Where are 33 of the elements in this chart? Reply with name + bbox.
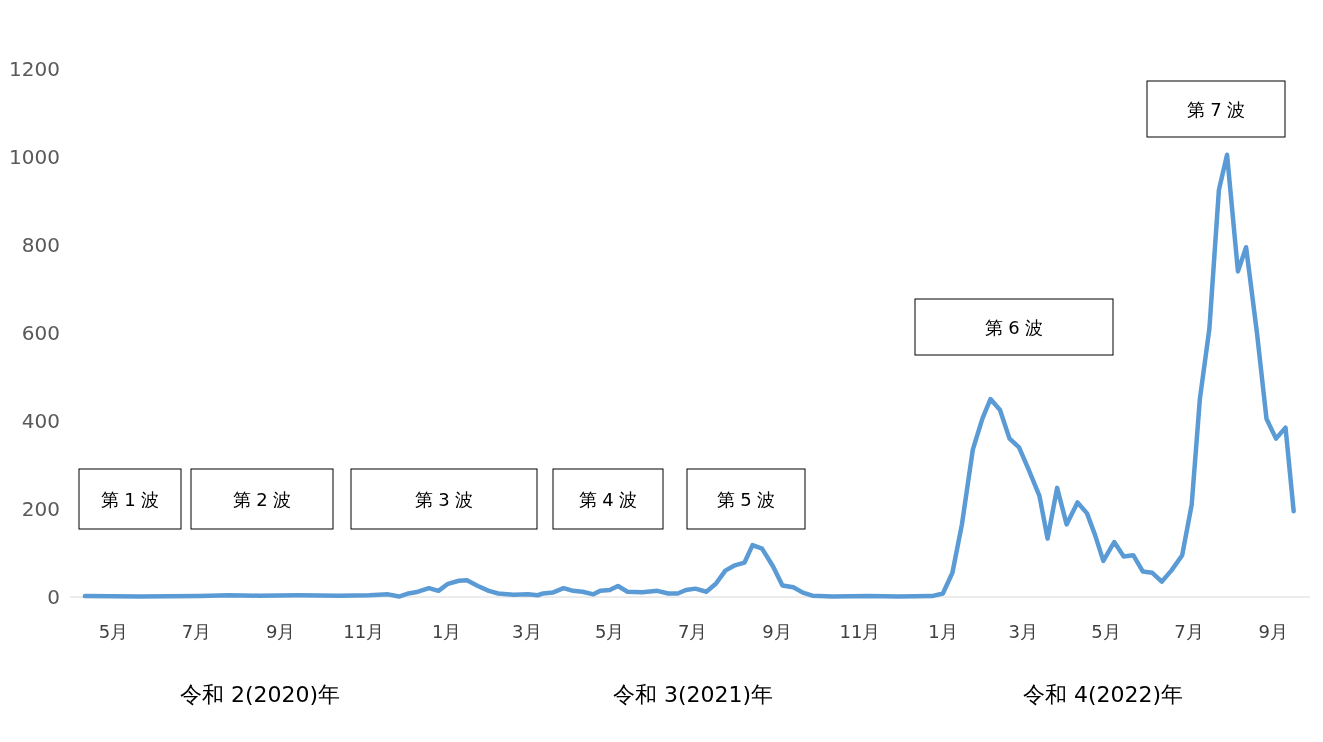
x-tick-label: 3月	[1008, 621, 1038, 642]
x-tick-label: 5月	[98, 621, 129, 642]
annotation: 第 3 波	[414, 489, 474, 510]
line-series	[82, 152, 1296, 599]
x-tick-label: 3月	[512, 621, 542, 642]
annotation: 第 1 波	[100, 489, 160, 510]
x-tick-label: 7月	[677, 621, 708, 642]
annotation: 第 5 波	[716, 489, 776, 510]
x-tick-label: 9月	[266, 621, 296, 642]
x-tick-label: 11月	[839, 621, 881, 642]
x-tick-label: 5月	[1091, 621, 1121, 642]
x-tick-label: 11月	[343, 621, 385, 642]
annotation: 第 7 波	[1186, 99, 1246, 120]
annotation: 第 6 波	[984, 317, 1044, 338]
y-tick-label: 0	[47, 585, 60, 609]
y-tick-label: 200	[21, 497, 60, 521]
x-tick-label: 9月	[1258, 621, 1289, 642]
x-tick-label: 1月	[431, 621, 462, 642]
x-tick-label: 7月	[1174, 621, 1204, 642]
y-tick-label: 1200	[9, 57, 60, 81]
x-tick-label: 9月	[762, 621, 792, 642]
annotation: 第 2 波	[232, 489, 292, 510]
text: 令和 4(2022)年	[1022, 682, 1184, 707]
x-tick-label: 7月	[181, 621, 212, 642]
x-tick-label: 1月	[928, 621, 958, 642]
y-tick-label: 800	[21, 233, 60, 257]
x-tick-label: 5月	[595, 621, 625, 642]
y-tick-label: 600	[21, 321, 60, 345]
text: 令和 3(2021)年	[612, 682, 774, 707]
annotation: 第 4 波	[578, 489, 638, 510]
y-tick-label: 400	[21, 409, 60, 433]
text: 令和 2(2020)年	[179, 682, 341, 707]
y-tick-label: 1000	[9, 145, 60, 169]
